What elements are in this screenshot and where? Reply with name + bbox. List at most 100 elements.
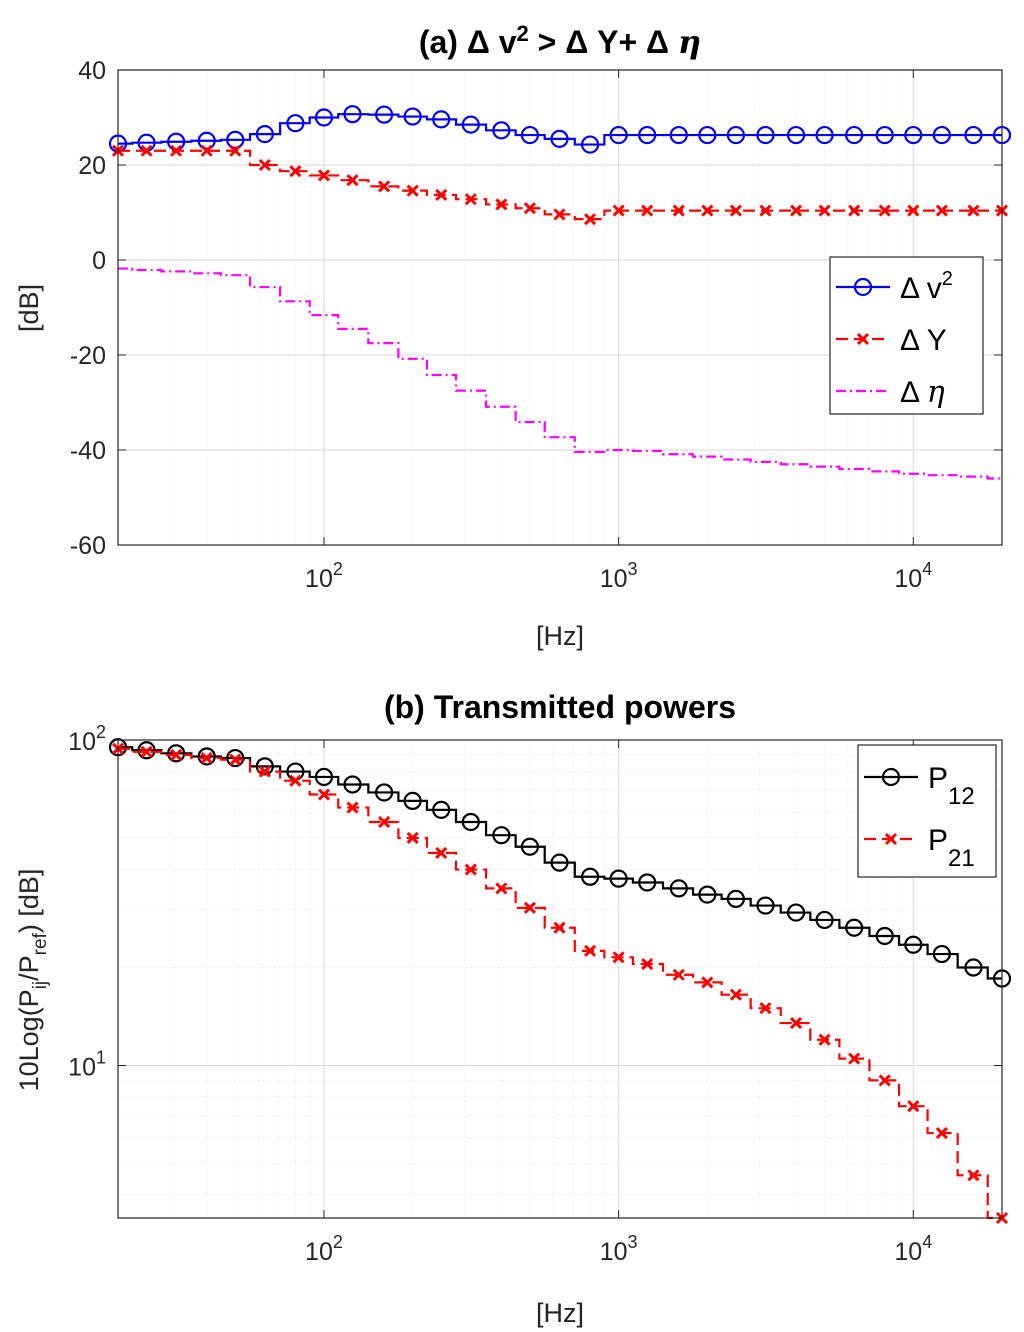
data-point-0-22 <box>756 125 775 145</box>
data-point-0-21 <box>726 889 745 908</box>
data-point-1-9 <box>378 180 391 193</box>
data-point-0-22 <box>756 896 775 915</box>
data-point-0-27 <box>904 125 923 145</box>
data-point-1-6 <box>289 165 302 178</box>
data-point-0-4 <box>226 748 245 768</box>
panel-a-y-axis-label: [dB] <box>14 284 44 332</box>
data-point-0-17 <box>609 869 628 888</box>
data-point-1-29 <box>967 204 980 217</box>
data-point-1-8 <box>346 801 359 814</box>
y-tick-label: 0 <box>92 247 106 275</box>
panel-a-legend: Δ v2 Δ Y Δ η <box>829 256 984 415</box>
panel-b-axes-box <box>117 739 1003 1219</box>
data-point-1-6 <box>289 774 302 787</box>
legend-label-0: Δ v2 <box>900 268 953 305</box>
legend-label-1: P21 <box>928 824 975 872</box>
data-point-0-11 <box>432 800 451 819</box>
data-point-1-20 <box>701 976 714 989</box>
legend-marker-0 <box>881 767 901 787</box>
data-point-0-23 <box>786 903 806 922</box>
data-point-1-5 <box>258 765 271 778</box>
legend-marker-1 <box>884 832 898 846</box>
data-point-0-15 <box>550 853 569 872</box>
data-point-0-9 <box>375 105 394 124</box>
data-point-1-26 <box>878 204 891 217</box>
y-tick-label: 20 <box>78 152 106 180</box>
data-point-1-19 <box>672 204 685 217</box>
data-point-1-29 <box>967 1169 980 1182</box>
data-point-0-25 <box>845 918 864 937</box>
x-tick-label: 104 <box>894 559 932 593</box>
data-point-1-22 <box>759 204 772 217</box>
data-point-1-5 <box>258 158 271 172</box>
data-point-0-18 <box>638 873 657 892</box>
data-point-0-16 <box>580 867 600 886</box>
x-tick-label: 103 <box>600 559 638 593</box>
data-point-1-21 <box>729 988 742 1001</box>
data-point-0-23 <box>786 125 806 145</box>
panel-a-series <box>108 105 1012 480</box>
data-point-1-3 <box>200 144 213 157</box>
data-point-0-21 <box>726 125 745 145</box>
legend-label-2: Δ η <box>900 375 945 410</box>
data-point-0-5 <box>255 125 274 144</box>
data-point-0-13 <box>492 121 511 140</box>
data-point-0-13 <box>492 826 511 845</box>
data-point-0-15 <box>550 129 569 148</box>
panel-b-series <box>108 738 1012 1225</box>
panel-a-title: (a) Δ v2 > Δ Y+ Δ η <box>419 21 701 61</box>
data-point-1-10 <box>406 184 419 197</box>
data-point-1-25 <box>848 1052 861 1065</box>
panel-a-axes-box <box>117 69 1003 546</box>
data-point-0-10 <box>403 107 422 126</box>
panel-b-plot-area <box>118 740 1002 1218</box>
panel-b-y-ticks: 101 102 <box>68 722 1002 1081</box>
data-point-0-10 <box>403 791 422 810</box>
data-point-1-15 <box>553 208 566 221</box>
data-point-0-17 <box>609 125 628 145</box>
data-point-1-22 <box>759 1002 772 1015</box>
panel-b-title: (b) Transmitted powers <box>384 689 736 725</box>
data-point-1-28 <box>935 1127 948 1140</box>
data-point-1-9 <box>378 815 391 829</box>
data-point-0-9 <box>375 783 394 802</box>
y-tick-label: 102 <box>68 722 106 756</box>
y-tick-label: -40 <box>70 437 106 465</box>
data-point-0-29 <box>964 958 983 977</box>
data-point-0-12 <box>461 812 480 832</box>
data-point-0-2 <box>167 744 186 763</box>
data-point-1-8 <box>346 174 359 187</box>
legend-marker-1 <box>856 332 870 346</box>
data-point-1-13 <box>495 198 508 211</box>
panel-b-x-ticks: 102 103 104 <box>305 740 932 1266</box>
data-point-1-2 <box>170 144 183 157</box>
data-point-1-23 <box>789 1017 803 1030</box>
data-point-1-17 <box>612 951 625 964</box>
data-point-0-3 <box>197 747 216 766</box>
data-point-1-10 <box>406 831 419 845</box>
data-point-1-7 <box>317 788 331 801</box>
data-point-1-25 <box>848 204 861 217</box>
panel-a-y-ticks: -60 -40 -20 0 20 40 <box>70 57 1002 560</box>
data-point-1-3 <box>200 752 213 765</box>
panel-a-chart: -60 -40 -20 0 20 40 102 103 104 (a) Δ v2 > Δ Y+… <box>14 21 1012 651</box>
data-point-1-11 <box>435 188 448 201</box>
data-point-0-14 <box>520 837 540 856</box>
data-point-0-26 <box>875 125 894 145</box>
data-point-0-14 <box>520 125 540 145</box>
data-point-0-27 <box>904 935 923 954</box>
data-point-0-19 <box>669 125 688 145</box>
data-point-0-16 <box>580 135 600 154</box>
data-point-1-1 <box>140 144 153 157</box>
data-point-0-4 <box>226 130 245 149</box>
legend-label-1: Δ Y <box>900 324 947 357</box>
data-point-1-18 <box>641 957 654 971</box>
data-point-0-24 <box>815 125 834 145</box>
data-point-1-28 <box>935 204 948 217</box>
panel-b-x-axis-label: [Hz] <box>536 1298 584 1328</box>
data-point-1-12 <box>464 193 477 206</box>
data-point-0-7 <box>314 767 334 787</box>
x-tick-label: 104 <box>894 1232 932 1266</box>
